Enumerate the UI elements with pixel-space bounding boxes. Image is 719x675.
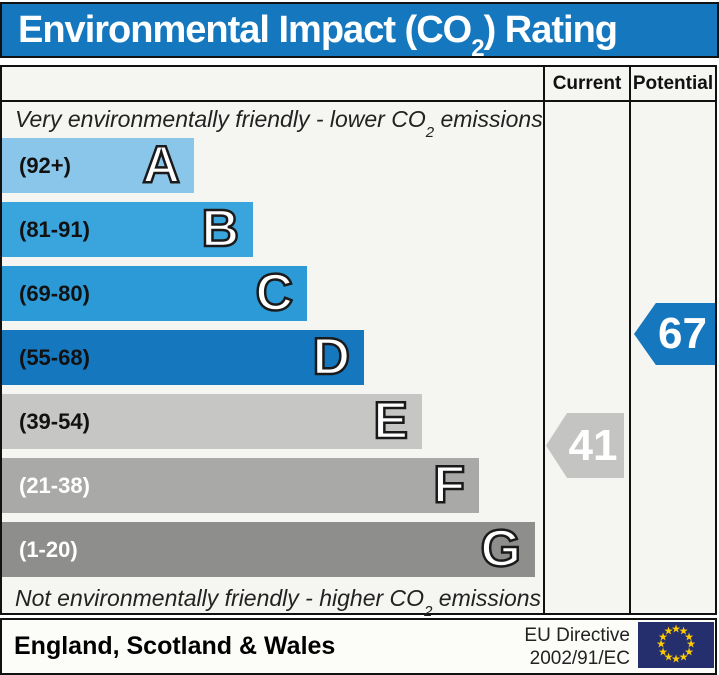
band-row-b: (81-91) B <box>2 200 253 258</box>
chart-title: Environmental Impact (CO2) Rating <box>18 8 618 61</box>
band-range-label-a: (92+) <box>19 152 71 178</box>
current-score-value: 41 <box>568 420 618 470</box>
band-range-label-f: (21-38) <box>19 472 90 498</box>
footer-region-label: England, Scotland & Wales <box>14 632 336 660</box>
scale-note-bottom-suffix: emissions <box>432 585 542 611</box>
band-letter-f: F <box>432 456 466 514</box>
band-range-label-e: (39-54) <box>19 408 90 434</box>
eu-flag-star-icon: ★ <box>684 631 694 643</box>
header-row-divider <box>0 100 717 102</box>
eu-flag-star-icon: ★ <box>678 625 689 638</box>
band-range-label-b: (81-91) <box>19 216 90 242</box>
band-row-f: (21-38) F <box>2 456 479 514</box>
column-header-current: Current <box>552 72 622 94</box>
potential-column-divider <box>629 65 631 615</box>
current-column-divider <box>543 65 545 615</box>
chart-title-bar: Environmental Impact (CO2) Rating <box>0 2 719 61</box>
band-letter-a: A <box>141 136 181 194</box>
eu-flag-star-icon: ★ <box>671 623 681 636</box>
scale-note-top-subscript: 2 <box>425 123 435 141</box>
band-letter-d: D <box>311 328 351 386</box>
footer-bar <box>0 618 717 675</box>
eu-flag-star-icon: ★ <box>686 638 696 651</box>
scale-note-bottom-text: Not environmentally friendly - higher CO <box>15 585 425 611</box>
band-row-g: (1-20) G <box>2 520 535 578</box>
chart-title-text: Environmental Impact (CO <box>18 8 472 51</box>
band-letter-c: C <box>254 264 294 322</box>
band-range-label-c: (69-80) <box>19 280 90 306</box>
potential-score-value: 67 <box>658 309 707 358</box>
scale-note-bottom-subscript: 2 <box>424 602 433 620</box>
band-letter-g: G <box>479 520 522 578</box>
band-row-c: (69-80) C <box>2 264 307 322</box>
eu-flag-star-icon: ★ <box>656 638 666 651</box>
chart-title-text-suffix: ) Rating <box>483 8 618 51</box>
band-letter-e: E <box>372 392 409 450</box>
scale-note-top: Very environmentally friendly - lower CO… <box>15 106 543 141</box>
band-range-label-d: (55-68) <box>19 344 90 370</box>
band-letter-b: B <box>200 200 240 258</box>
eu-flag-star-icon: ★ <box>658 631 668 643</box>
eu-flag-star-icon: ★ <box>678 651 689 664</box>
band-range-label-g: (1-20) <box>19 536 78 562</box>
band-row-e: (39-54) E <box>2 392 422 450</box>
band-row-a: (92+) A <box>2 136 194 194</box>
eu-flag-star-icon: ★ <box>663 625 674 638</box>
column-header-potential: Potential <box>632 72 714 94</box>
eu-flag-star-icon: ★ <box>658 646 668 658</box>
eu-flag-star-icon: ★ <box>671 653 681 666</box>
eu-directive-line2: 2002/91/EC <box>529 648 630 669</box>
eu-directive-line1: EU Directive <box>524 625 630 646</box>
potential-score-arrow: 67 <box>634 303 715 365</box>
eu-flag-star-icon: ★ <box>663 651 674 664</box>
eu-directive-label: EU Directive 2002/91/EC <box>524 624 630 670</box>
scale-note-top-text: Very environmentally friendly - lower CO <box>15 106 426 132</box>
eu-flag-icon: ★ ★ ★ ★ ★ ★ ★ ★ ★ ★ ★ ★ <box>638 622 714 668</box>
scale-note-top-suffix: emissions <box>434 106 543 132</box>
eu-flag-star-icon: ★ <box>684 646 694 658</box>
chart-title-subscript: 2 <box>471 35 484 63</box>
scale-note-bottom: Not environmentally friendly - higher CO… <box>15 585 542 620</box>
band-row-d: (55-68) D <box>2 328 364 386</box>
